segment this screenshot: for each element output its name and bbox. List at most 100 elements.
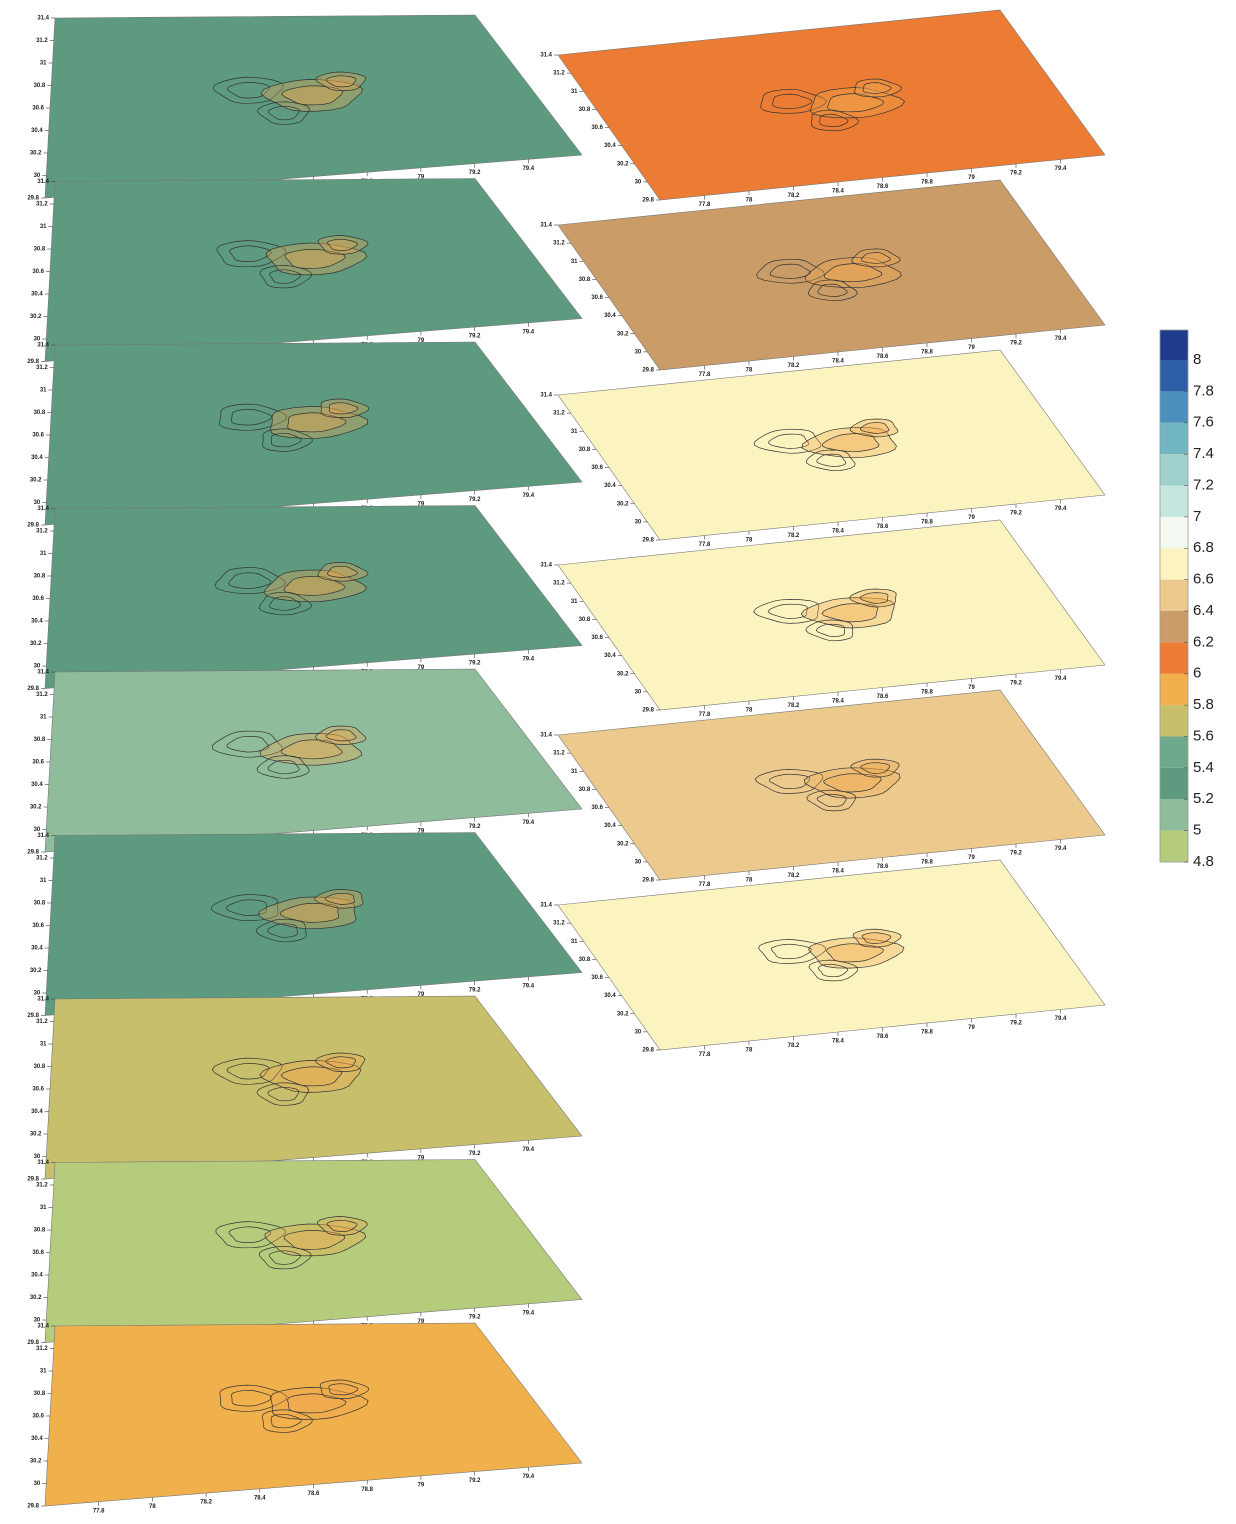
y-tick-label: 31.2 — [36, 1183, 48, 1189]
colorbar-segment — [1160, 611, 1188, 642]
panel: 29.83030.230.430.630.83131.231.477.87878… — [540, 860, 1105, 1058]
x-tick-label: 78.6 — [877, 524, 889, 530]
x-tick-label: 78.4 — [832, 869, 844, 875]
x-tick-label: 78.4 — [832, 359, 844, 365]
y-tick-label: 31.4 — [540, 223, 552, 229]
y-tick-label: 30.8 — [34, 901, 46, 907]
y-tick-label: 30.2 — [30, 641, 42, 647]
panel: 29.83030.230.430.630.83131.231.477.87878… — [27, 669, 582, 860]
y-tick-label: 31.2 — [36, 202, 48, 208]
y-tick-label: 30.4 — [604, 483, 616, 489]
y-tick-label: 30.8 — [579, 107, 591, 113]
x-tick-label: 79 — [968, 345, 975, 351]
panel: 29.83030.230.430.630.83131.231.477.87878… — [540, 180, 1105, 378]
y-tick-label: 30.6 — [591, 295, 603, 301]
colorbar-tick-label: 5.6 — [1193, 727, 1214, 744]
y-tick-label: 30.2 — [617, 841, 629, 847]
x-tick-label: 77.8 — [93, 1508, 105, 1514]
y-tick-label: 30.2 — [617, 161, 629, 167]
x-tick-label: 78.8 — [361, 1487, 373, 1493]
y-tick-label: 31.2 — [36, 38, 48, 44]
y-tick-label: 31.2 — [553, 751, 565, 757]
y-tick-label: 30 — [635, 1029, 642, 1035]
x-tick-label: 79.4 — [1055, 846, 1067, 852]
colorbar-segment — [1160, 580, 1188, 611]
x-tick-label: 78.6 — [877, 184, 889, 190]
panel: 29.83030.230.430.630.83131.231.477.87878… — [540, 690, 1105, 888]
panel: 29.83030.230.430.630.83131.231.477.87878… — [27, 833, 582, 1024]
y-tick-label: 31.2 — [553, 581, 565, 587]
x-tick-label: 79.4 — [1055, 506, 1067, 512]
x-tick-label: 78 — [746, 708, 753, 714]
x-tick-label: 78.8 — [921, 690, 933, 696]
x-tick-label: 79.2 — [469, 824, 481, 830]
y-tick-label: 31 — [571, 599, 578, 605]
x-tick-label: 79.2 — [469, 1151, 481, 1157]
x-tick-label: 78 — [746, 368, 753, 374]
y-tick-label: 31 — [571, 769, 578, 775]
x-tick-label: 79 — [968, 175, 975, 181]
y-tick-label: 30 — [635, 179, 642, 185]
x-tick-label: 78.4 — [254, 1495, 266, 1501]
y-tick-label: 30.2 — [30, 805, 42, 811]
panel: 29.83030.230.430.630.83131.231.477.87878… — [540, 520, 1105, 718]
colorbar-tick-label: 7.6 — [1193, 414, 1214, 431]
colorbar-tick-label: 6.6 — [1193, 571, 1214, 588]
y-tick-label: 30.8 — [579, 277, 591, 283]
colorbar-segment — [1160, 423, 1188, 454]
colorbar-tick-label: 8 — [1193, 351, 1201, 368]
x-tick-label: 79.2 — [1010, 341, 1022, 347]
y-tick-label: 31 — [40, 388, 47, 394]
y-tick-label: 30.8 — [34, 1391, 46, 1397]
colorbar-segment — [1160, 705, 1188, 736]
panel: 29.83030.230.430.630.83131.231.477.87878… — [540, 350, 1105, 548]
y-tick-label: 30.4 — [604, 993, 616, 999]
y-tick-label: 31.4 — [37, 1324, 49, 1330]
colorbar-tick-label: 4.8 — [1193, 853, 1214, 870]
x-tick-label: 79.2 — [469, 497, 481, 503]
x-tick-label: 79.4 — [522, 329, 534, 335]
y-tick-label: 31 — [40, 551, 47, 557]
y-tick-label: 31.4 — [540, 733, 552, 739]
y-tick-label: 30.6 — [591, 125, 603, 131]
y-tick-label: 31 — [40, 1042, 47, 1048]
y-tick-label: 29.8 — [642, 878, 654, 884]
x-tick-label: 79.4 — [522, 493, 534, 499]
x-tick-label: 79.4 — [522, 1147, 534, 1153]
y-tick-label: 31.2 — [36, 529, 48, 535]
panel: 29.83030.230.430.630.83131.231.477.87878… — [27, 342, 582, 533]
y-tick-label: 31.2 — [36, 1019, 48, 1025]
y-tick-label: 30.4 — [604, 653, 616, 659]
x-tick-label: 78.2 — [788, 873, 800, 879]
x-tick-label: 78 — [746, 198, 753, 204]
y-tick-label: 30.8 — [34, 1228, 46, 1234]
y-tick-label: 30.6 — [32, 106, 44, 112]
x-tick-label: 78.6 — [877, 864, 889, 870]
x-tick-label: 79.4 — [522, 1474, 534, 1480]
y-tick-label: 31 — [571, 939, 578, 945]
x-tick-label: 79.4 — [522, 1310, 534, 1316]
y-tick-label: 31 — [571, 89, 578, 95]
y-tick-label: 30.4 — [31, 292, 43, 298]
y-tick-label: 30.8 — [34, 410, 46, 416]
y-tick-label: 31.2 — [553, 71, 565, 77]
y-tick-label: 30.4 — [604, 143, 616, 149]
colorbar-segment — [1160, 737, 1188, 768]
y-tick-label: 30.8 — [34, 247, 46, 253]
x-tick-label: 78.4 — [832, 699, 844, 705]
y-tick-label: 30.2 — [30, 1295, 42, 1301]
x-tick-label: 78.4 — [832, 1039, 844, 1045]
x-tick-label: 78 — [746, 1048, 753, 1054]
y-tick-label: 30.4 — [31, 619, 43, 625]
y-tick-label: 30.8 — [579, 617, 591, 623]
colorbar-tick-label: 7.8 — [1193, 382, 1214, 399]
colorbar-top — [1160, 330, 1188, 360]
y-tick-label: 30.4 — [604, 313, 616, 319]
panel: 29.83030.230.430.630.83131.231.477.87878… — [27, 506, 582, 697]
x-tick-label: 78.8 — [921, 520, 933, 526]
x-tick-label: 79.2 — [469, 170, 481, 176]
x-tick-label: 78.6 — [308, 1491, 320, 1497]
y-tick-label: 29.8 — [642, 538, 654, 544]
x-tick-label: 79.2 — [469, 1478, 481, 1484]
x-tick-label: 78.6 — [877, 694, 889, 700]
